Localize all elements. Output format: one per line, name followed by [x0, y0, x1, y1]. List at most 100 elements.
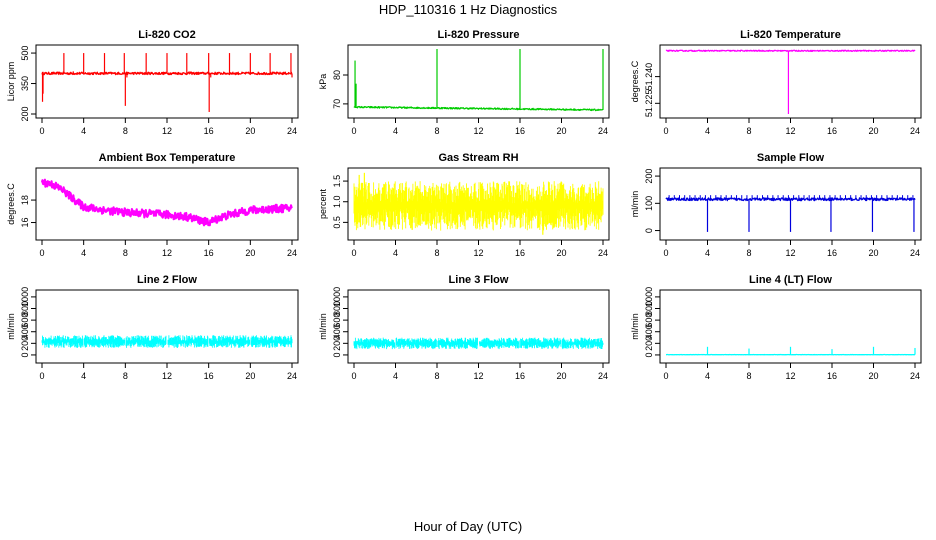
panel-title: Li-820 Pressure	[438, 29, 520, 41]
panel-title: Li-820 CO2	[138, 29, 195, 41]
chart-panel: Gas Stream RH 0 4 8 12 16 20 24 0.5 1.0 1.5 percent	[318, 152, 610, 258]
y-tick-label: 800	[644, 301, 654, 316]
y-axis-label: ml/min	[318, 313, 328, 340]
x-tick-label: 16	[515, 371, 525, 381]
y-tick-label: 1000	[20, 287, 30, 307]
y-tick-label: 16	[20, 218, 30, 228]
x-tick-label: 0	[39, 248, 44, 258]
x-tick-label: 0	[663, 248, 668, 258]
y-axis-label: ml/min	[6, 313, 16, 340]
x-tick-label: 24	[287, 248, 297, 258]
x-tick-label: 24	[910, 371, 920, 381]
y-tick-label: 400	[20, 324, 30, 339]
x-tick-label: 0	[39, 126, 44, 136]
x-tick-label: 16	[204, 126, 214, 136]
y-axis-label: ml/min	[630, 191, 640, 218]
x-tick-label: 4	[393, 126, 398, 136]
x-tick-label: 16	[827, 371, 837, 381]
x-tick-label: 8	[746, 248, 751, 258]
x-tick-label: 20	[245, 126, 255, 136]
y-tick-label: 800	[332, 301, 342, 316]
x-tick-label: 4	[393, 371, 398, 381]
x-tick-label: 12	[473, 248, 483, 258]
x-tick-label: 4	[705, 248, 710, 258]
x-tick-label: 16	[204, 248, 214, 258]
y-axis-label: Licor ppm	[6, 62, 16, 102]
x-tick-label: 8	[123, 371, 128, 381]
y-tick-label: 0	[20, 352, 30, 357]
x-tick-label: 20	[868, 371, 878, 381]
x-tick-label: 16	[827, 248, 837, 258]
x-tick-label: 4	[81, 126, 86, 136]
panel-title: Sample Flow	[757, 152, 825, 164]
y-tick-label: 0	[644, 228, 654, 233]
x-tick-label: 24	[910, 126, 920, 136]
x-tick-label: 4	[393, 248, 398, 258]
y-tick-label: 0	[332, 352, 342, 357]
y-axis-label: degrees.C	[630, 60, 640, 102]
series-band	[41, 335, 293, 348]
chart-panel: Li-820 Pressure 0 4 8 12 16 20 24 70 80 kPa	[318, 29, 610, 136]
y-tick-label: 200	[644, 169, 654, 184]
y-tick-label: 400	[332, 324, 342, 339]
plot-frame	[347, 289, 610, 364]
y-tick-label: 350	[20, 76, 30, 91]
series-line	[665, 49, 916, 52]
x-tick-label: 16	[515, 248, 525, 258]
chart-panel: Li-820 Temperature 0 4 8 12 16 20 24 51.22551.24…	[630, 29, 922, 136]
series-band	[353, 337, 604, 350]
x-tick-label: 16	[204, 371, 214, 381]
y-tick-label: 1000	[644, 287, 654, 307]
plot-frame	[659, 44, 922, 119]
x-tick-label: 0	[39, 371, 44, 381]
y-tick-label: 600	[20, 313, 30, 328]
x-tick-label: 12	[162, 248, 172, 258]
y-tick-label: 70	[332, 99, 342, 109]
panel-title: Ambient Box Temperature	[99, 152, 236, 164]
x-tick-label: 4	[705, 126, 710, 136]
x-tick-label: 8	[123, 248, 128, 258]
y-tick-label: 80	[332, 70, 342, 80]
x-tick-label: 24	[598, 126, 608, 136]
y-axis-label: percent	[318, 188, 328, 219]
x-tick-label: 16	[827, 126, 837, 136]
x-tick-label: 8	[434, 248, 439, 258]
x-tick-label: 8	[746, 371, 751, 381]
x-tick-label: 20	[556, 126, 566, 136]
x-tick-label: 0	[351, 126, 356, 136]
y-tick-label: 200	[644, 336, 654, 351]
x-tick-label: 12	[473, 126, 483, 136]
y-tick-label: 51.225	[644, 90, 654, 118]
y-tick-label: 51.240	[644, 63, 654, 91]
x-tick-label: 24	[910, 248, 920, 258]
y-tick-label: 1.0	[332, 195, 342, 208]
x-tick-label: 16	[515, 126, 525, 136]
y-tick-label: 200	[20, 106, 30, 121]
x-tick-label: 8	[123, 126, 128, 136]
y-tick-label: 800	[20, 301, 30, 316]
panel-title: Line 2 Flow	[137, 274, 197, 286]
x-tick-label: 20	[868, 248, 878, 258]
x-tick-label: 8	[746, 126, 751, 136]
x-tick-label: 0	[351, 248, 356, 258]
x-tick-label: 4	[81, 248, 86, 258]
x-tick-label: 8	[434, 371, 439, 381]
x-tick-label: 4	[81, 371, 86, 381]
y-tick-label: 18	[20, 195, 30, 205]
x-tick-label: 24	[598, 371, 608, 381]
chart-panel: Li-820 CO2 0 4 8 12 16 20 24 200 350 500 Licor ppm	[6, 29, 299, 136]
plot-frame	[35, 289, 299, 364]
x-tick-label: 0	[663, 371, 668, 381]
series-line	[353, 105, 604, 112]
chart-panel: Sample Flow 0 4 8 12 16 20 24 0 100 200 ml/min	[630, 152, 922, 258]
chart-panel: Ambient Box Temperature 0 4 8 12 16 20 24 16 18 de…	[6, 152, 299, 258]
panel-title: Li-820 Temperature	[740, 29, 841, 41]
x-tick-label: 0	[663, 126, 668, 136]
x-tick-label: 20	[245, 248, 255, 258]
x-tick-label: 20	[556, 371, 566, 381]
y-axis-label: ml/min	[630, 313, 640, 340]
y-tick-label: 200	[332, 336, 342, 351]
